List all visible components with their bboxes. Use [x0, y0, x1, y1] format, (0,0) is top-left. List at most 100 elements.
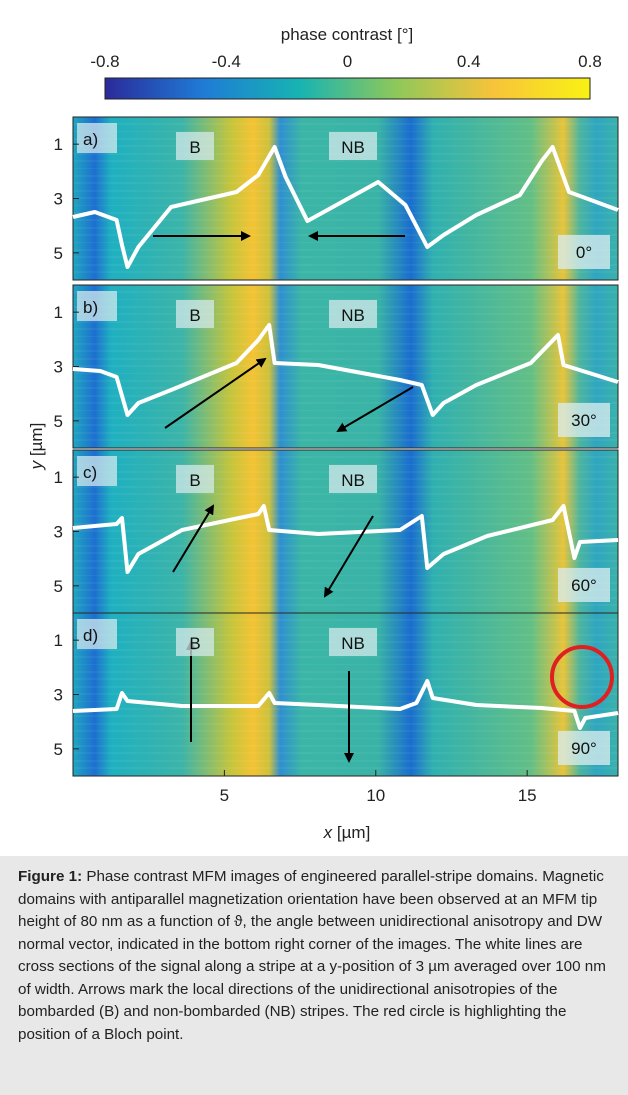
y-tick-label: 3: [54, 686, 63, 705]
noise-line: [73, 242, 618, 243]
noise-line: [73, 433, 618, 434]
noise-line: [73, 590, 618, 591]
panel-tag-box: [77, 619, 117, 649]
noise-line: [73, 746, 618, 747]
axis-ticks: 5 10 15 1 3 5 1 3 5 1 3 5 1 3 5: [54, 135, 537, 805]
noise-line: [73, 417, 618, 418]
noise-line: [73, 530, 618, 531]
noise-line: [73, 678, 618, 679]
mfm-panel: b) B NB 30°: [72, 284, 619, 449]
y-axis-label: y [µm]: [27, 423, 46, 471]
angle-box: [558, 403, 610, 437]
nb-label-box: [329, 132, 377, 160]
caption-label: Figure 1:: [18, 868, 83, 885]
noise-line: [73, 694, 618, 695]
noise-line: [73, 264, 618, 265]
noise-line: [73, 175, 618, 176]
x-tick-label: 5: [220, 786, 229, 805]
noise-line: [73, 292, 618, 293]
b-stripe-label: B: [189, 471, 200, 490]
noise-line: [73, 250, 618, 251]
noise-line: [73, 619, 618, 620]
noise-line: [73, 219, 618, 220]
noise-line: [73, 424, 618, 425]
noise-line: [73, 432, 618, 433]
cross-section-line: [72, 145, 619, 269]
anisotropy-arrow: [164, 357, 267, 429]
noise-line: [73, 457, 618, 458]
panel-tag-box: [77, 291, 117, 321]
noise-line: [73, 351, 618, 352]
b-label-box: [176, 300, 214, 328]
noise-line: [73, 403, 618, 404]
b-label-box: [176, 132, 214, 160]
noise-line: [73, 709, 618, 710]
noise-line: [73, 731, 618, 732]
noise-line: [73, 567, 618, 568]
noise-line: [73, 402, 618, 403]
y-axis-label-unit: [µm]: [27, 423, 46, 461]
b-label-box: [176, 465, 214, 493]
colorbar-label: phase contrast [°]: [281, 25, 413, 44]
mfm-panel: a) B NB 0°: [72, 116, 619, 281]
noise-line: [73, 523, 618, 524]
y-axis-label-var: y: [27, 459, 46, 470]
noise-line: [73, 272, 618, 273]
noise-line: [73, 388, 618, 389]
y-tick-label: 3: [54, 358, 63, 377]
anisotropy-arrow: [336, 386, 414, 433]
noise-line: [73, 213, 618, 214]
angle-label: 60°: [571, 576, 597, 595]
b-label-box: [176, 628, 214, 656]
noise-line: [73, 545, 618, 546]
noise-line: [73, 671, 618, 672]
noise-line: [73, 715, 618, 716]
noise-line: [73, 395, 618, 396]
figure-caption: Figure 1: Phase contrast MFM images of e…: [18, 866, 610, 1046]
panel-tag: b): [83, 298, 98, 317]
noise-line: [73, 387, 618, 388]
noise-line: [73, 168, 618, 169]
y-tick-label: 5: [54, 740, 63, 759]
noise-line: [73, 656, 618, 657]
panel-tag-box: [77, 123, 117, 153]
noise-line: [73, 418, 618, 419]
colorbar-tick-label: 0.8: [578, 52, 602, 71]
noise-line: [73, 160, 618, 161]
noise-line: [73, 501, 618, 502]
noise-line: [73, 708, 618, 709]
noise-line: [73, 553, 618, 554]
noise-line: [73, 366, 618, 367]
noise-line: [73, 265, 618, 266]
noise-line: [73, 328, 618, 329]
x-tick-label: 15: [518, 786, 537, 805]
noise-line: [73, 686, 618, 687]
noise-line: [73, 257, 618, 258]
noise-line: [73, 604, 618, 605]
figure-graphic: phase contrast [°] -0.8 -0.4 0 0.4 0.8 a) B NB…: [27, 25, 619, 842]
noise-line: [73, 752, 618, 753]
nb-label-box: [329, 465, 377, 493]
noise-line: [73, 256, 618, 257]
noise-line: [73, 620, 618, 621]
b-stripe-label: B: [189, 138, 200, 157]
noise-line: [73, 396, 618, 397]
noise-line: [73, 494, 618, 495]
noise-line: [73, 176, 618, 177]
noise-line: [73, 723, 618, 724]
noise-line: [73, 664, 618, 665]
noise-line: [73, 598, 618, 599]
y-tick-label: 5: [54, 577, 63, 596]
caption-box: Figure 1: Phase contrast MFM images of e…: [0, 856, 628, 1095]
panel-tag: d): [83, 626, 98, 645]
y-tick-label: 3: [54, 523, 63, 542]
noise-line: [73, 597, 618, 598]
b-stripe-label: B: [189, 306, 200, 325]
y-tick-label: 5: [54, 412, 63, 431]
noise-line: [73, 131, 618, 132]
noise-line: [73, 123, 618, 124]
colorbar-tick-label: -0.4: [212, 52, 241, 71]
noise-line: [73, 716, 618, 717]
noise-line: [73, 693, 618, 694]
noise-line: [73, 439, 618, 440]
